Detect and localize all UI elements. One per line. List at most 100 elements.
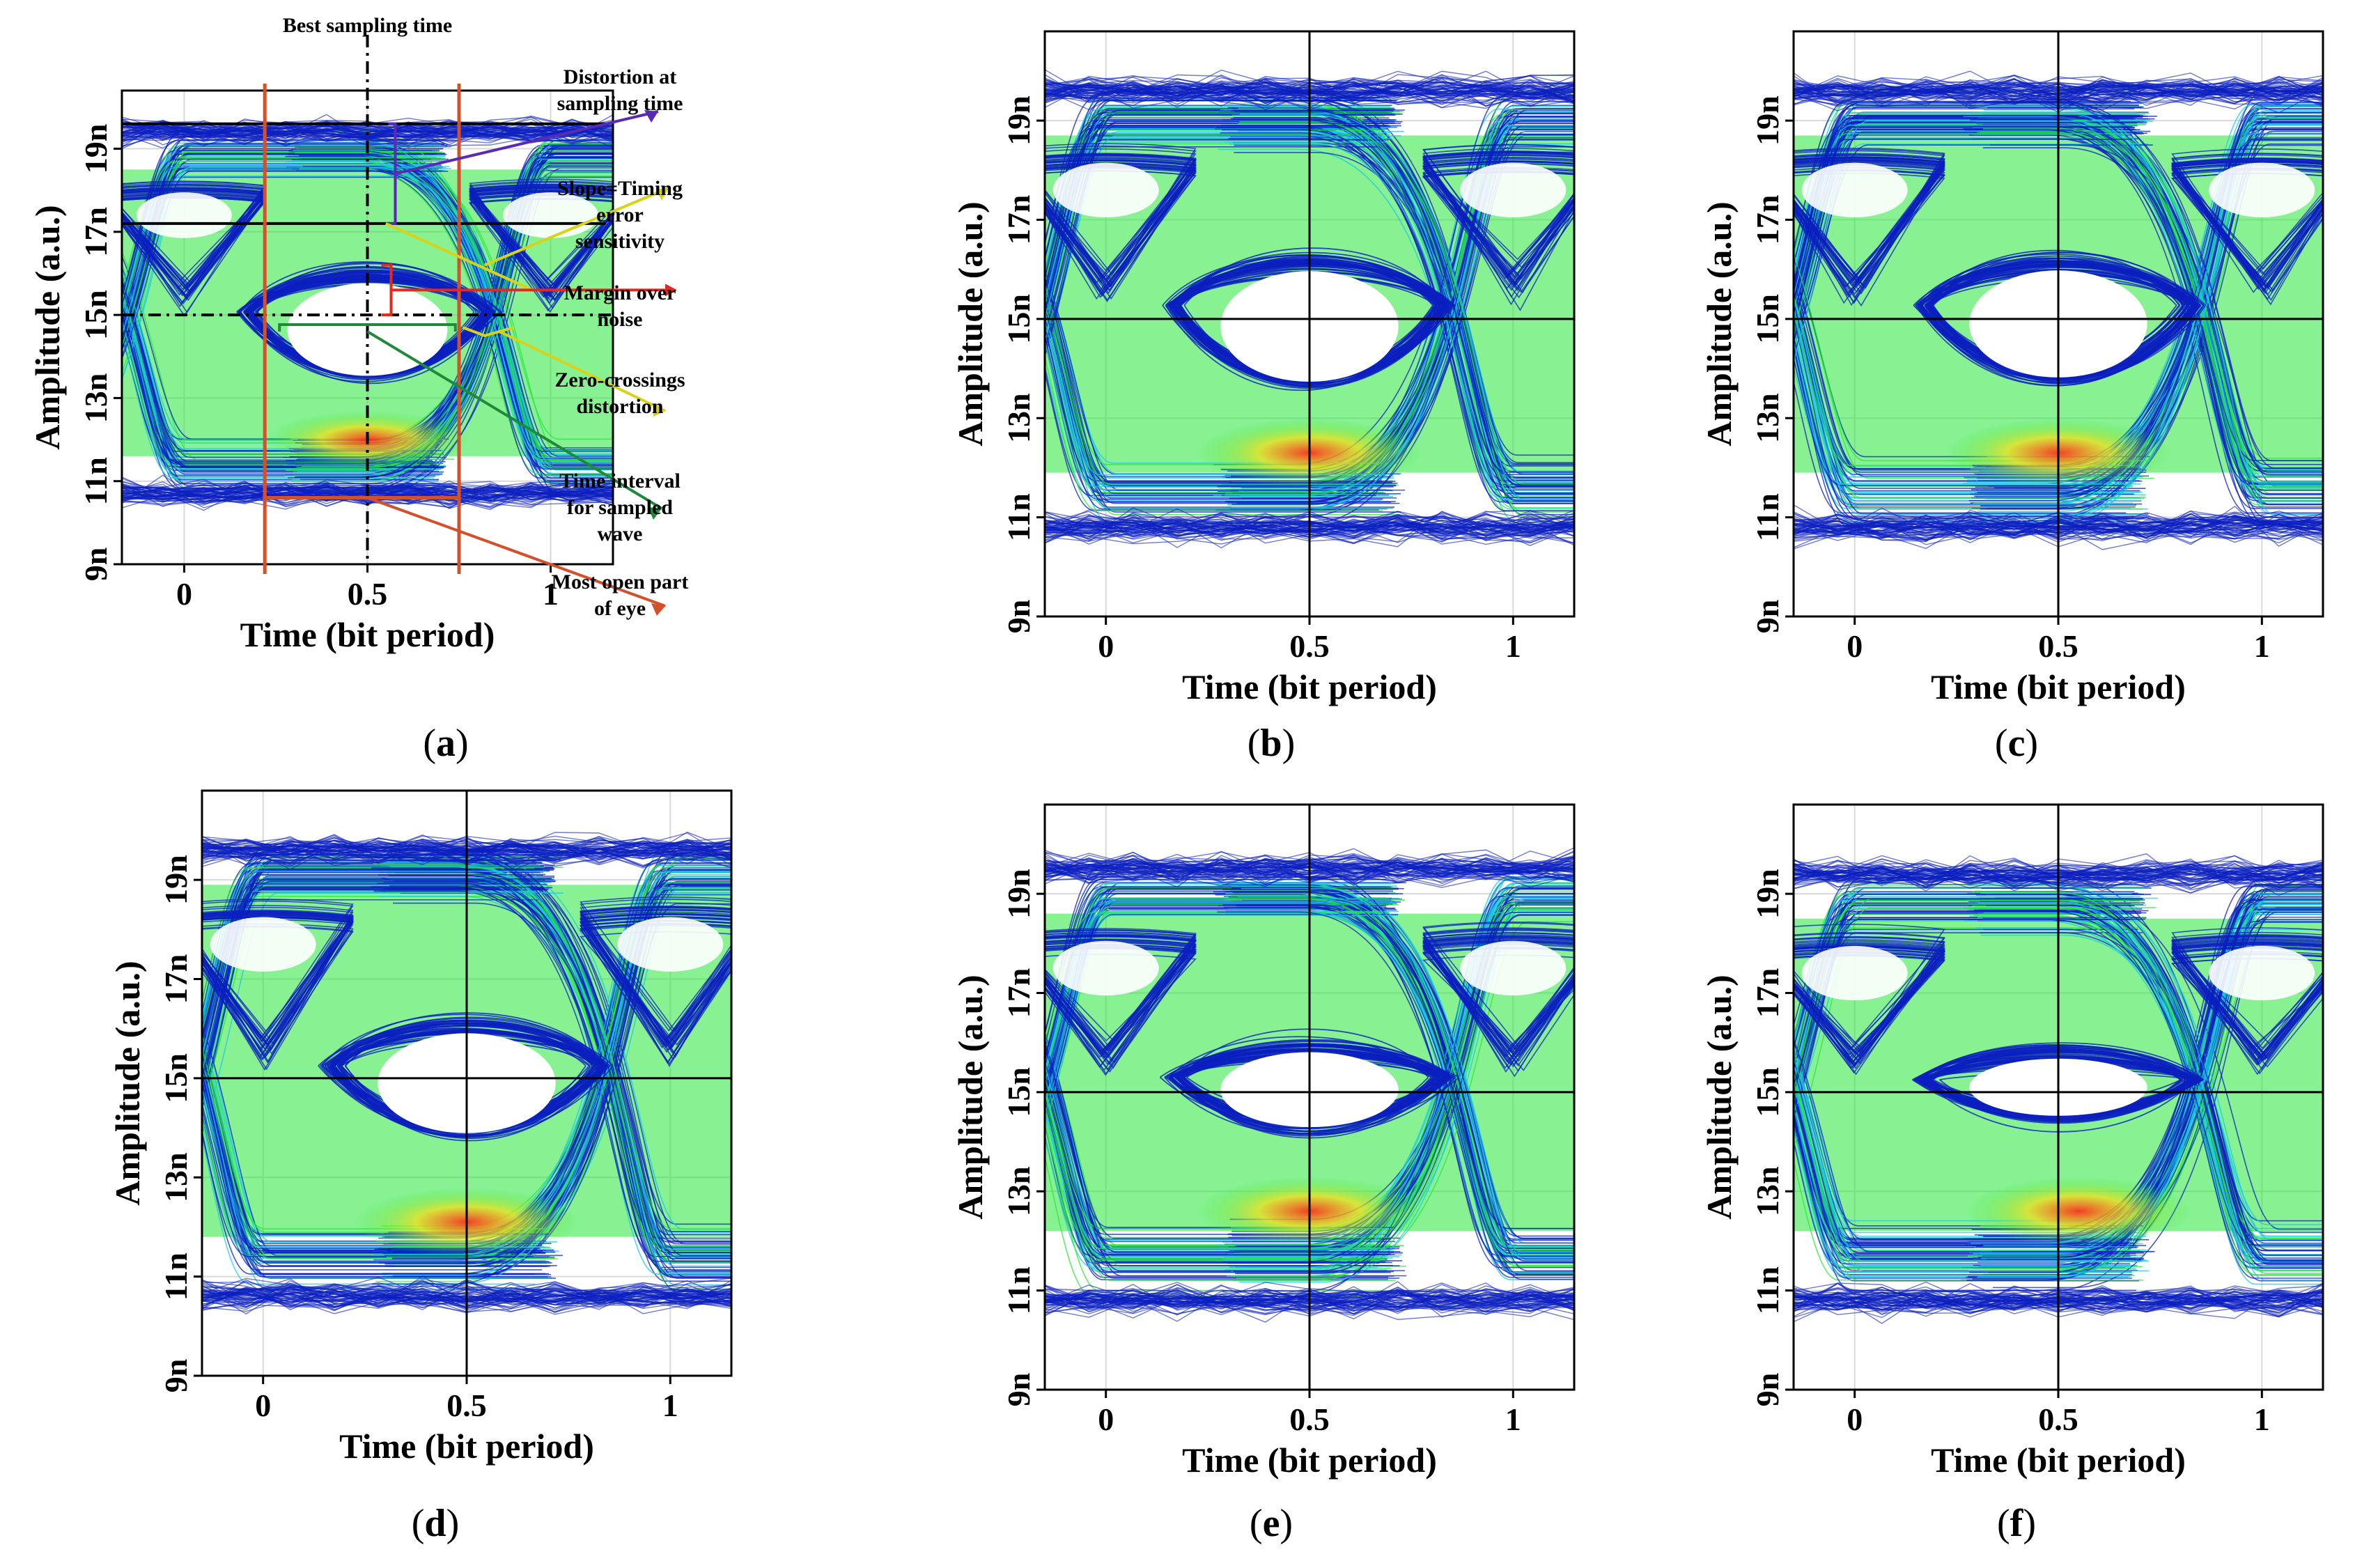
x-tick-label: 0.5 <box>1289 1402 1330 1437</box>
eye-trace <box>1226 103 1574 486</box>
y-tick-label: 11n <box>78 457 114 505</box>
eye-trace <box>202 870 546 1063</box>
eye-trace <box>1794 896 2134 1063</box>
eye-trace <box>1794 121 2143 304</box>
y-tick-label: 17n <box>78 207 114 257</box>
eye-trace <box>1794 907 2156 1149</box>
eye-trace <box>1045 1062 1394 1251</box>
eye-trace <box>202 871 541 1039</box>
eye-trace <box>1794 893 2141 1080</box>
eye-trace <box>1794 102 2135 271</box>
eye-trace <box>1045 1102 1387 1260</box>
eye-trace <box>1045 318 1386 476</box>
side-eye-trace <box>2171 154 2323 302</box>
x-tick-label: 0.5 <box>446 1388 487 1423</box>
eye-trace <box>1967 100 2323 484</box>
eye-trace <box>202 1133 536 1285</box>
side-eye-trace <box>1422 932 1574 1062</box>
eye-trace <box>1794 892 2138 1073</box>
eye-trace <box>202 874 546 1054</box>
x-tick-label: 0.5 <box>2038 1402 2078 1437</box>
side-eye-trace <box>2171 162 2323 293</box>
eye-trace <box>122 331 430 479</box>
eye-trace <box>1237 896 1574 1252</box>
y-tick-label: 19n <box>1750 95 1785 146</box>
margin-label: Margin over noise <box>564 281 676 331</box>
eye-trace <box>1794 1135 2129 1278</box>
side-eye-trace <box>1422 936 1574 1063</box>
eye-trace <box>1966 899 2323 1281</box>
side-eye-trace <box>2171 157 2323 274</box>
eye-trace <box>1794 257 2150 458</box>
side-eye-trace <box>1045 928 1197 1055</box>
time-interval-label: Time interval for sampled wave <box>559 469 681 545</box>
side-eye-trace <box>1794 158 1945 284</box>
eye-trace <box>122 279 442 451</box>
eye-trace <box>1794 1055 2149 1262</box>
eye-trace <box>1794 1111 2131 1243</box>
side-eye-trace <box>1422 157 1574 281</box>
side-eye-trace <box>1422 929 1574 1053</box>
eye-trace <box>202 862 543 1032</box>
eye-trace <box>202 1066 545 1248</box>
side-eye-trace <box>1794 936 1945 1064</box>
side-eye-trace <box>1045 157 1197 292</box>
side-eye-trace <box>1422 157 1574 292</box>
eye-trace <box>1794 355 2128 485</box>
y-axis-label: Amplitude (a.u.) <box>108 961 147 1205</box>
eye-trace <box>202 864 541 1019</box>
interval-brace <box>278 323 457 332</box>
eye-trace <box>1045 119 1383 266</box>
side-eye-trace <box>580 911 731 1044</box>
eye-rim <box>247 311 494 385</box>
side-eye-trace <box>1045 939 1197 1053</box>
x-tick-label: 1 <box>1505 1402 1521 1437</box>
x-tick-label: 1 <box>543 576 559 612</box>
eye-trace <box>202 1082 545 1253</box>
side-eye-trace <box>2171 942 2323 1066</box>
x-tick-label: 1 <box>2254 628 2270 664</box>
eye-trace <box>1973 128 2323 522</box>
eye-trace <box>1045 125 1391 322</box>
eye-trace <box>1794 900 2140 1087</box>
eye-trace <box>1794 108 2135 280</box>
side-eye-trace <box>1422 153 1574 285</box>
x-tick-label: 0 <box>1847 628 1863 664</box>
eye-trace <box>1794 279 2147 473</box>
y-tick-label: 15n <box>1001 294 1036 344</box>
eye-trace <box>1794 1112 2133 1262</box>
eye-trace <box>202 1089 545 1259</box>
y-tick-label: 9n <box>1750 1373 1785 1407</box>
x-axis-label: Time (bit period) <box>1931 1441 2186 1480</box>
side-eye-opening <box>2209 945 2315 1001</box>
slope-line <box>384 222 534 292</box>
eye-rim <box>1931 267 2198 306</box>
side-eye-trace <box>1794 155 1945 287</box>
y-tick-label: 15n <box>1001 1067 1036 1117</box>
y-tick-label: 19n <box>1001 95 1036 146</box>
side-eye-trace <box>202 905 354 1049</box>
side-eye-trace <box>469 187 613 298</box>
side-eye-trace <box>469 189 613 284</box>
side-eye-trace <box>2170 940 2323 1046</box>
eye-trace <box>1045 110 1394 315</box>
eye-trace <box>1794 104 2130 253</box>
eye-trace <box>122 158 449 350</box>
eye-trace <box>202 871 544 1051</box>
side-eye-trace <box>469 185 613 294</box>
side-eye-trace <box>1045 935 1197 1065</box>
eye-trace <box>1045 1085 1386 1229</box>
eye-trace <box>1794 908 2136 1069</box>
x-tick-label: 0 <box>176 576 192 612</box>
margin-arrowhead <box>665 284 677 297</box>
interval-arrowhead <box>648 507 662 520</box>
side-eye-trace <box>2171 158 2323 306</box>
eye-trace <box>1045 1115 1385 1292</box>
side-eye-trace <box>1422 158 1574 290</box>
eye-trace <box>122 293 442 463</box>
eye-trace <box>122 167 446 360</box>
